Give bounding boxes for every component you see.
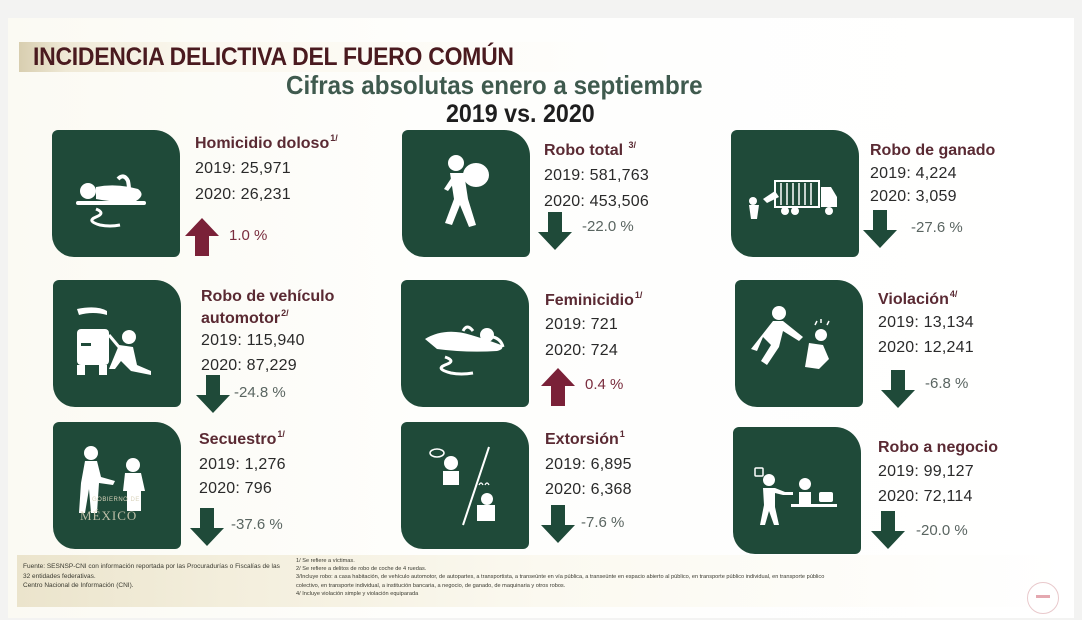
homicide-icon bbox=[52, 130, 180, 257]
title-banner bbox=[19, 42, 609, 72]
value-2019: 2019: 721 bbox=[545, 316, 618, 333]
page-subtitle: Cifras absolutas enero a septiembre bbox=[286, 70, 703, 100]
footnote-ref: 4/ bbox=[949, 289, 958, 299]
value-2019: 2019: 13,134 bbox=[878, 314, 974, 331]
comparison-period: 2019 vs. 2020 bbox=[446, 100, 595, 128]
percent-change: -7.6 % bbox=[581, 514, 625, 531]
watermark-gobierno: GOBIERNO DE bbox=[92, 497, 140, 503]
femicide-icon bbox=[401, 280, 529, 407]
card-title: Robo total bbox=[544, 142, 624, 159]
car-theft-icon bbox=[53, 280, 181, 407]
arrow-down-icon bbox=[871, 511, 905, 549]
percent-change: -22.0 % bbox=[582, 218, 634, 235]
value-2020: 2020: 3,059 bbox=[870, 188, 957, 205]
footnote-ref: 1/ bbox=[634, 290, 643, 300]
page-title: INCIDENCIA DELICTIVA DEL FUERO COMÚN bbox=[33, 43, 514, 71]
card-title: Robo de ganado bbox=[870, 142, 996, 159]
arrow-down-icon bbox=[196, 375, 230, 413]
value-2020: 2020: 796 bbox=[199, 480, 272, 497]
value-2019: 2019: 6,895 bbox=[545, 456, 632, 473]
arrow-down-icon bbox=[538, 212, 572, 250]
arrow-down-icon bbox=[541, 505, 575, 543]
value-2020: 2020: 453,506 bbox=[544, 193, 649, 210]
slide-background bbox=[8, 18, 1074, 618]
value-2020: 2020: 12,241 bbox=[878, 339, 974, 356]
kidnapping-icon bbox=[53, 422, 181, 549]
footnote-3: 3/Incluye robo: a casa habitación, de ve… bbox=[296, 574, 825, 581]
value-2020: 2020: 26,231 bbox=[195, 186, 291, 203]
footnote-ref: 3/ bbox=[628, 140, 637, 150]
value-2019: 2019: 4,224 bbox=[870, 165, 957, 182]
value-2019: 2019: 115,940 bbox=[201, 332, 305, 349]
percent-change: -6.8 % bbox=[925, 375, 969, 392]
footnotes: 1/ Se refiere a víctimas. 2/ Se refiere … bbox=[296, 557, 1056, 598]
card-title: Homicidio doloso bbox=[195, 135, 330, 152]
percent-change: 1.0 % bbox=[229, 227, 268, 244]
card-title-line2: automotor bbox=[201, 310, 281, 327]
card-title: Feminicidio bbox=[545, 292, 634, 309]
footnote-ref: 2/ bbox=[281, 308, 289, 318]
gov-seal-icon bbox=[1027, 582, 1059, 614]
card-title: Secuestro bbox=[199, 431, 277, 448]
value-2019: 2019: 581,763 bbox=[544, 167, 649, 184]
arrow-down-icon bbox=[863, 210, 897, 248]
footnote-ref: 1 bbox=[619, 429, 625, 439]
extortion-icon bbox=[401, 422, 529, 549]
arrow-up-icon bbox=[541, 368, 575, 406]
percent-change: 0.4 % bbox=[585, 376, 624, 393]
footnote-1: 1/ Se refiere a víctimas. bbox=[296, 558, 355, 564]
percent-change: -37.6 % bbox=[231, 516, 283, 533]
card-title: Violación bbox=[878, 291, 949, 308]
business-robbery-icon bbox=[733, 427, 861, 554]
watermark-mexico: MÉXICO bbox=[80, 508, 138, 523]
cattle-truck-icon bbox=[731, 130, 859, 257]
percent-change: -20.0 % bbox=[916, 522, 968, 539]
source-cni: Centro Nacional de Información (CNI). bbox=[23, 582, 134, 589]
footnote-2: 2/ Se refiere a delitos de robo de coche… bbox=[296, 566, 427, 573]
footer-source: Fuente: SESNSP-CNI con información repor… bbox=[23, 562, 285, 591]
value-2020: 2020: 6,368 bbox=[545, 481, 632, 498]
value-2019: 2019: 25,971 bbox=[195, 160, 291, 177]
footnote-ref: 1/ bbox=[277, 429, 285, 439]
arrow-up-icon bbox=[185, 218, 219, 256]
value-2019: 2019: 99,127 bbox=[878, 463, 974, 480]
percent-change: -24.8 % bbox=[234, 384, 286, 401]
percent-change: -27.6 % bbox=[911, 219, 963, 236]
footnote-4: 4/ Incluye violación simple y violación … bbox=[296, 590, 419, 597]
value-2020: 2020: 72,114 bbox=[878, 488, 973, 505]
footnote-3-cont: colectivo, en transporte individual, a i… bbox=[296, 582, 566, 589]
card-title: Extorsión bbox=[545, 431, 619, 448]
footnote-ref: 1/ bbox=[330, 133, 338, 143]
value-2020: 2020: 724 bbox=[545, 342, 618, 359]
source-text: Fuente: SESNSP-CNI con información repor… bbox=[23, 563, 280, 580]
arrow-down-icon bbox=[881, 370, 915, 408]
card-title: Robo a negocio bbox=[878, 439, 998, 456]
value-2019: 2019: 1,276 bbox=[199, 456, 286, 473]
card-title: Robo de vehículo bbox=[201, 288, 335, 305]
arrow-down-icon bbox=[190, 508, 224, 546]
footer: Fuente: SESNSP-CNI con información repor… bbox=[17, 555, 1065, 607]
assault-icon bbox=[735, 280, 863, 407]
robbery-icon bbox=[402, 130, 530, 257]
value-2020: 2020: 87,229 bbox=[201, 357, 297, 374]
